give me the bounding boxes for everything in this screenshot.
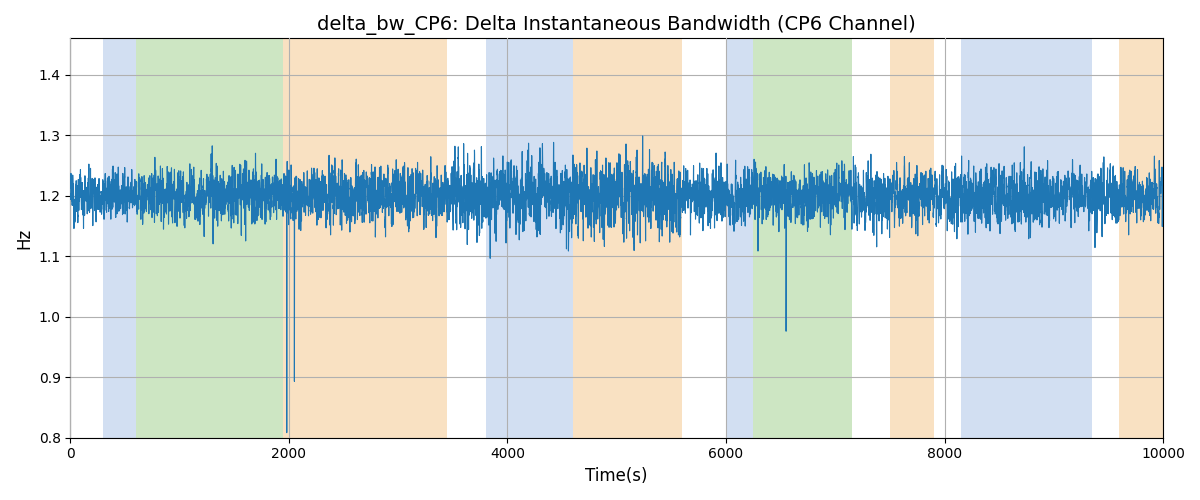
Bar [1120, 38, 1163, 438]
Bar [448, 38, 486, 438]
Bar [754, 38, 852, 438]
Bar [726, 38, 754, 438]
Bar [683, 38, 726, 438]
Bar [1092, 38, 1120, 438]
Bar [961, 38, 1092, 438]
Bar [852, 38, 890, 438]
Y-axis label: Hz: Hz [14, 228, 32, 248]
Bar [103, 38, 136, 438]
Bar [486, 38, 574, 438]
Bar [934, 38, 961, 438]
Bar [136, 38, 283, 438]
X-axis label: Time(s): Time(s) [586, 467, 648, 485]
Bar [283, 38, 448, 438]
Bar [574, 38, 683, 438]
Title: delta_bw_CP6: Delta Instantaneous Bandwidth (CP6 Channel): delta_bw_CP6: Delta Instantaneous Bandwi… [317, 15, 916, 35]
Bar [890, 38, 934, 438]
